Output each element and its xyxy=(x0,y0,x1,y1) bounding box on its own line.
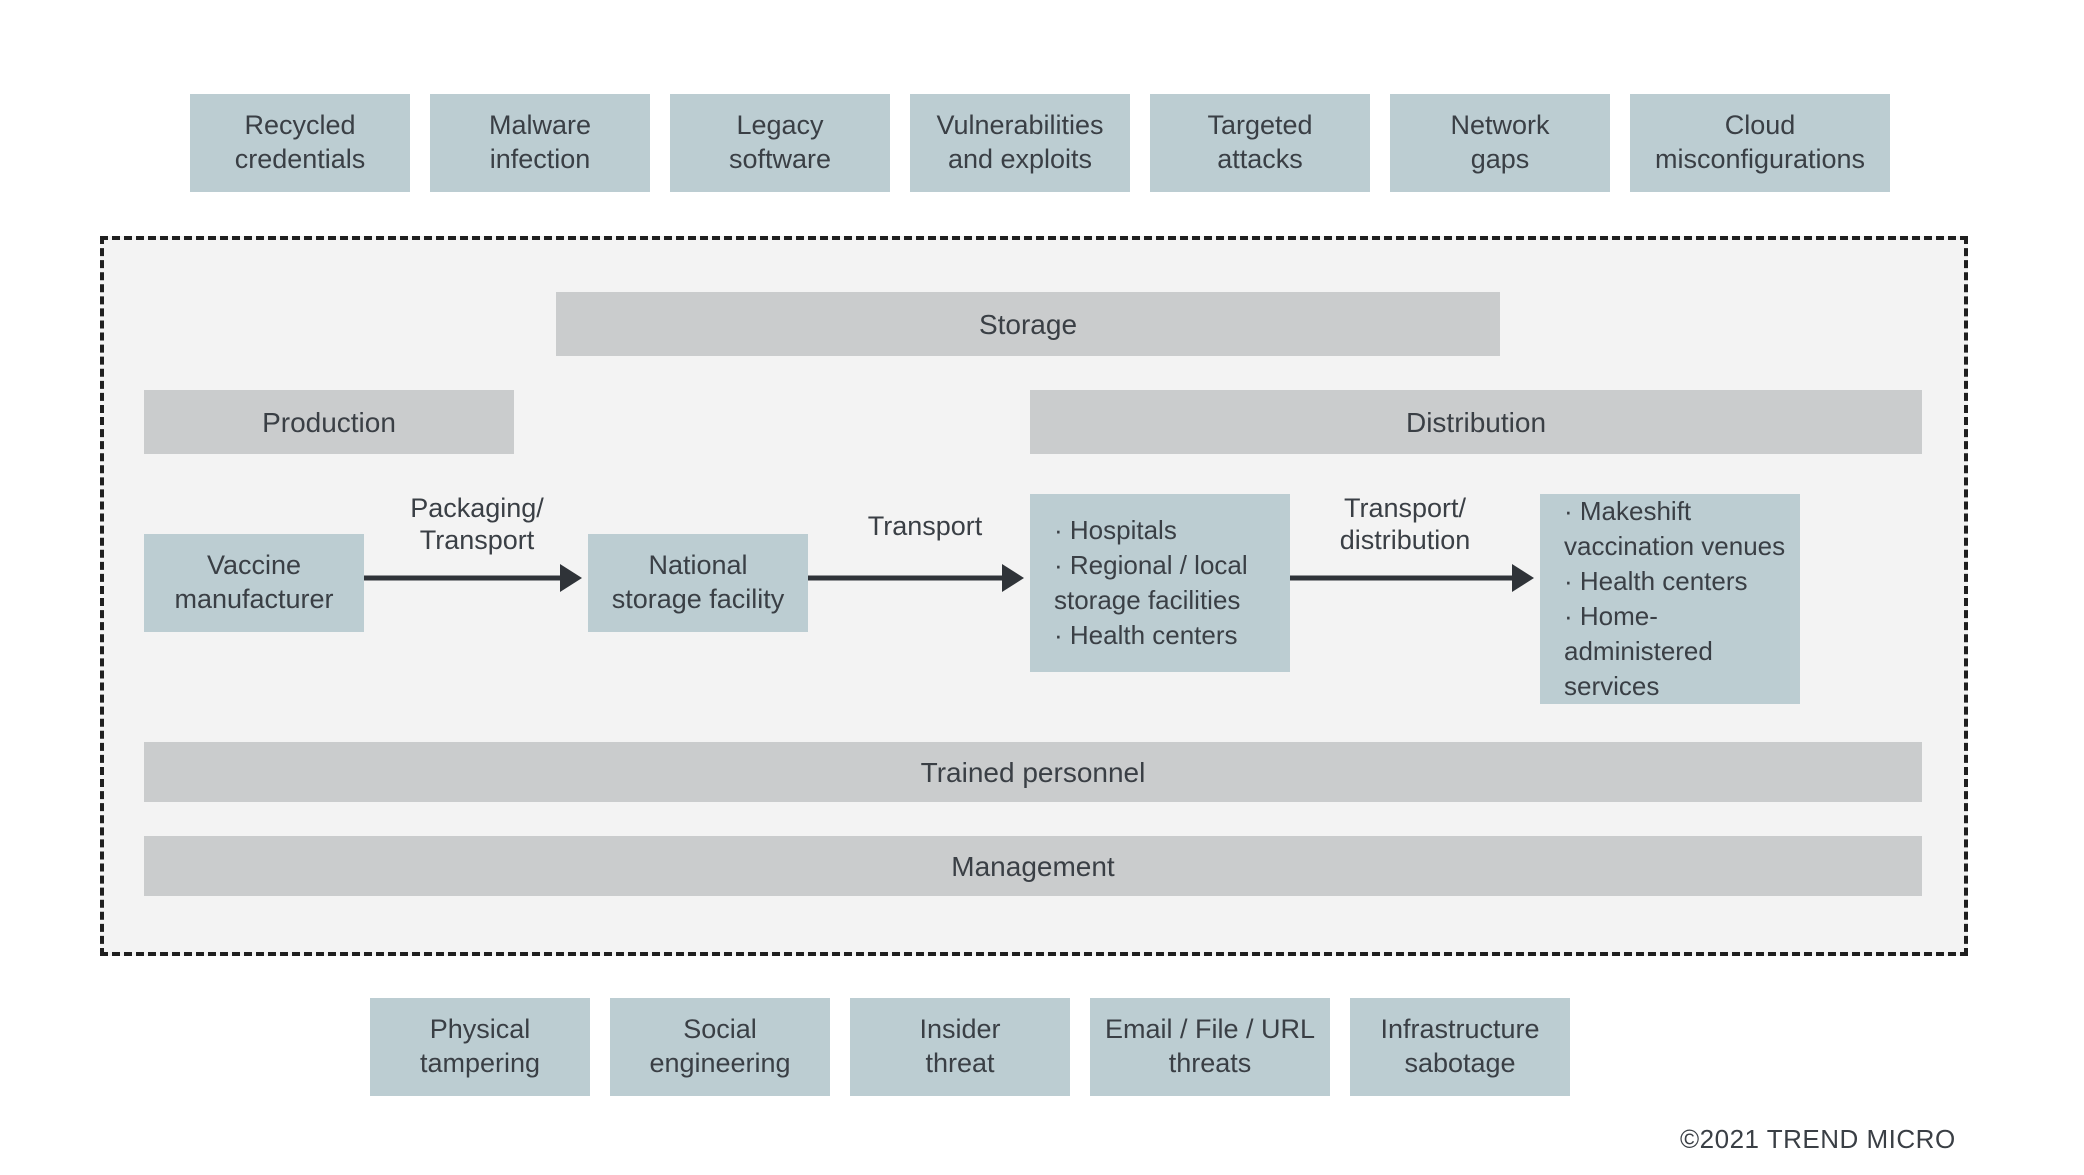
threat-top-1: Malwareinfection xyxy=(430,94,650,192)
threat-top-0: Recycledcredentials xyxy=(190,94,410,192)
threat-bottom-1: Socialengineering xyxy=(610,998,830,1096)
threat-bottom-0: Physicaltampering xyxy=(370,998,590,1096)
arrow-label-2: Transport/ distribution xyxy=(1310,492,1500,557)
threat-top-6: Cloudmisconfigurations xyxy=(1630,94,1890,192)
arrow-label-1: Transport xyxy=(850,510,1000,542)
support-label-personnel: Trained personnel xyxy=(921,755,1146,790)
phase-bar-distribution: Distribution xyxy=(1030,390,1922,454)
threat-top-3: Vulnerabilitiesand exploits xyxy=(910,94,1130,192)
threat-bottom-2: Insiderthreat xyxy=(850,998,1070,1096)
support-label-management: Management xyxy=(951,849,1114,884)
phase-bar-storage: Storage xyxy=(556,292,1500,356)
threat-top-5: Networkgaps xyxy=(1390,94,1610,192)
phase-bar-production: Production xyxy=(144,390,514,454)
phase-label-storage: Storage xyxy=(979,307,1077,342)
threat-top-4: Targetedattacks xyxy=(1150,94,1370,192)
flow-node-regional-facilities: · Hospitals· Regional / local storage fa… xyxy=(1030,494,1290,672)
copyright-text: ©2021 TREND MICRO xyxy=(1680,1124,1956,1155)
support-bar-management: Management xyxy=(144,836,1922,896)
support-bar-personnel: Trained personnel xyxy=(144,742,1922,802)
phase-label-distribution: Distribution xyxy=(1406,405,1546,440)
flow-node-vaccination-venues: · Makeshift vaccination venues· Health c… xyxy=(1540,494,1800,704)
diagram-stage: Storage Production Distribution Vaccinem… xyxy=(0,0,2084,1175)
threat-top-2: Legacysoftware xyxy=(670,94,890,192)
threat-bottom-3: Email / File / URLthreats xyxy=(1090,998,1330,1096)
threat-bottom-4: Infrastructuresabotage xyxy=(1350,998,1570,1096)
flow-node-national-storage: Nationalstorage facility xyxy=(588,534,808,632)
arrow-label-0: Packaging/ Transport xyxy=(392,492,562,557)
phase-label-production: Production xyxy=(262,405,396,440)
flow-node-vaccine-manufacturer: Vaccinemanufacturer xyxy=(144,534,364,632)
